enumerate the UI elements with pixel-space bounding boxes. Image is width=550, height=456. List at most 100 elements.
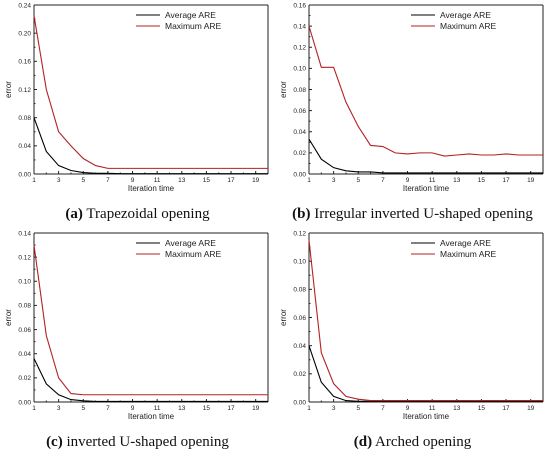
- caption-d-text: Arched opening: [375, 434, 472, 450]
- y-tick-label: 0.10: [18, 279, 31, 286]
- series-line-maximum-are: [33, 15, 268, 169]
- chart-a-svg: 0.000.040.080.120.160.200.241 3 5 7 9 11 13 15 1…: [4, 2, 269, 193]
- x-tick-label: 1: [32, 177, 36, 184]
- x-tick-label: 5: [81, 177, 85, 184]
- y-tick-label: 0.04: [293, 129, 306, 136]
- chart-c-svg: 0.000.020.040.060.080.100.120.141 3 5 7 9 11 1…: [4, 230, 269, 421]
- legend-label-maximum-are: Maximum ARE: [165, 249, 222, 259]
- x-tick-label: 1: [307, 177, 311, 184]
- y-tick-label: 0.12: [18, 87, 31, 94]
- x-tick-label: 13: [178, 405, 186, 412]
- x-axis-title: Iteration time: [403, 184, 450, 193]
- y-tick-label: 0.04: [293, 343, 306, 350]
- caption-b-text: Irregular inverted U-shaped opening: [314, 206, 533, 222]
- y-tick-label: 0.06: [293, 108, 306, 115]
- x-tick-label: 15: [203, 405, 211, 412]
- y-tick-label: 0.10: [293, 258, 306, 265]
- chart-panel-c: 0.00 0.02 0.04 0.06 0.08 0.10 0.12 0.14 1 3 5 7 9 11 1…: [0, 228, 275, 456]
- x-tick-label: 3: [332, 177, 336, 184]
- x-tick-label: 13: [178, 177, 186, 184]
- x-tick-label: 17: [227, 405, 235, 412]
- x-tick-label: 11: [429, 177, 436, 184]
- x-tick-label: 19: [252, 405, 260, 412]
- x-tick-label: 17: [502, 405, 510, 412]
- x-tick-label: 9: [131, 405, 135, 412]
- y-axis-title: error: [279, 309, 288, 326]
- x-tick-label: 9: [406, 177, 410, 184]
- x-tick-label: 7: [381, 177, 385, 184]
- x-tick-label: 1: [32, 405, 36, 412]
- x-tick-label: 5: [356, 177, 360, 184]
- chart-panel-d: 0.00 0.02 0.04 0.06 0.08 0.10 0.12 1 3 5 7 9 11 13 15 1…: [275, 228, 550, 456]
- y-axis-title: error: [4, 309, 13, 326]
- x-tick-label: 3: [57, 177, 61, 184]
- x-tick-label: 11: [154, 177, 161, 184]
- y-tick-label: 0.14: [18, 230, 31, 237]
- caption-b: (b) Irregular inverted U-shaped opening: [275, 206, 550, 223]
- x-tick-label: 17: [502, 177, 510, 184]
- y-tick-label: 0.08: [293, 87, 306, 94]
- y-tick-label: 0.00: [293, 171, 306, 178]
- y-tick-label: 0.02: [293, 150, 306, 157]
- y-tick-label: 0.00: [18, 399, 31, 406]
- y-tick-label: 0.12: [18, 254, 31, 261]
- y-tick-label: 0.04: [18, 351, 31, 358]
- x-axis-title: Iteration time: [128, 184, 175, 193]
- x-tick-label: 11: [154, 405, 161, 412]
- legend-label-average-are: Average ARE: [165, 10, 216, 20]
- y-axis-title: error: [4, 81, 13, 98]
- y-tick-label: 0.12: [293, 230, 306, 237]
- y-tick-label: 0.02: [293, 371, 306, 378]
- x-tick-label: 13: [453, 405, 461, 412]
- series-line-average-are: [33, 117, 268, 175]
- x-axis-title: Iteration time: [403, 412, 450, 421]
- y-tick-label: 0.06: [293, 315, 306, 322]
- x-tick-label: 19: [252, 177, 260, 184]
- y-axis-title: error: [279, 81, 288, 98]
- series-line-maximum-are: [308, 25, 543, 157]
- y-tick-label: 0.08: [293, 287, 306, 294]
- x-tick-label: 15: [478, 405, 486, 412]
- series-line-average-are: [308, 138, 543, 174]
- legend-label-average-are: Average ARE: [440, 238, 491, 248]
- y-tick-label: 0.24: [18, 2, 31, 9]
- caption-b-letter: (b): [292, 206, 311, 222]
- x-tick-label: 19: [527, 177, 535, 184]
- y-tick-label: 0.02: [18, 375, 31, 382]
- x-tick-label: 7: [106, 405, 110, 412]
- y-tick-label: 0.10: [293, 66, 306, 73]
- y-tick-label: 0.20: [18, 30, 31, 37]
- caption-d: (d) Arched opening: [275, 434, 550, 451]
- x-tick-label: 11: [429, 405, 436, 412]
- chart-b-svg: 0.000.020.040.060.080.100.120.140.161 3 5 7…: [279, 2, 544, 193]
- y-tick-label: 0.04: [18, 143, 31, 150]
- x-tick-label: 13: [453, 177, 461, 184]
- x-tick-label: 15: [203, 177, 211, 184]
- caption-a-letter: (a): [65, 206, 83, 222]
- legend-label-maximum-are: Maximum ARE: [165, 21, 222, 31]
- y-tick-label: 0.08: [18, 115, 31, 122]
- series-line-maximum-are: [308, 239, 543, 402]
- chart-panel-b: 0.00 0.02 0.04 0.06 0.08 0.10 0.12 0.14 0.16 1 3 5 7…: [275, 0, 550, 228]
- caption-c: (c) inverted U-shaped opening: [0, 434, 275, 451]
- y-tick-label: 0.12: [293, 45, 306, 52]
- x-tick-label: 7: [106, 177, 110, 184]
- legend-label-maximum-are: Maximum ARE: [440, 21, 497, 31]
- y-tick-label: 0.16: [18, 59, 31, 66]
- x-tick-label: 19: [527, 405, 535, 412]
- caption-c-text: inverted U-shaped opening: [66, 434, 229, 450]
- legend-label-average-are: Average ARE: [440, 10, 491, 20]
- y-tick-label: 0.16: [293, 2, 306, 9]
- chart-d-svg: 0.000.020.040.060.080.100.121 3 5 7 9 11 13 15 1…: [279, 230, 544, 421]
- y-tick-label: 0.14: [293, 23, 306, 30]
- legend-label-average-are: Average ARE: [165, 238, 216, 248]
- caption-d-letter: (d): [353, 434, 373, 450]
- x-tick-label: 15: [478, 177, 486, 184]
- y-tick-label: 0.06: [18, 327, 31, 334]
- y-tick-label: 0.08: [18, 303, 31, 310]
- caption-a: (a) Trapezoidal opening: [0, 206, 275, 223]
- x-tick-label: 5: [356, 405, 360, 412]
- x-tick-label: 1: [307, 405, 311, 412]
- series-line-maximum-are: [33, 244, 268, 396]
